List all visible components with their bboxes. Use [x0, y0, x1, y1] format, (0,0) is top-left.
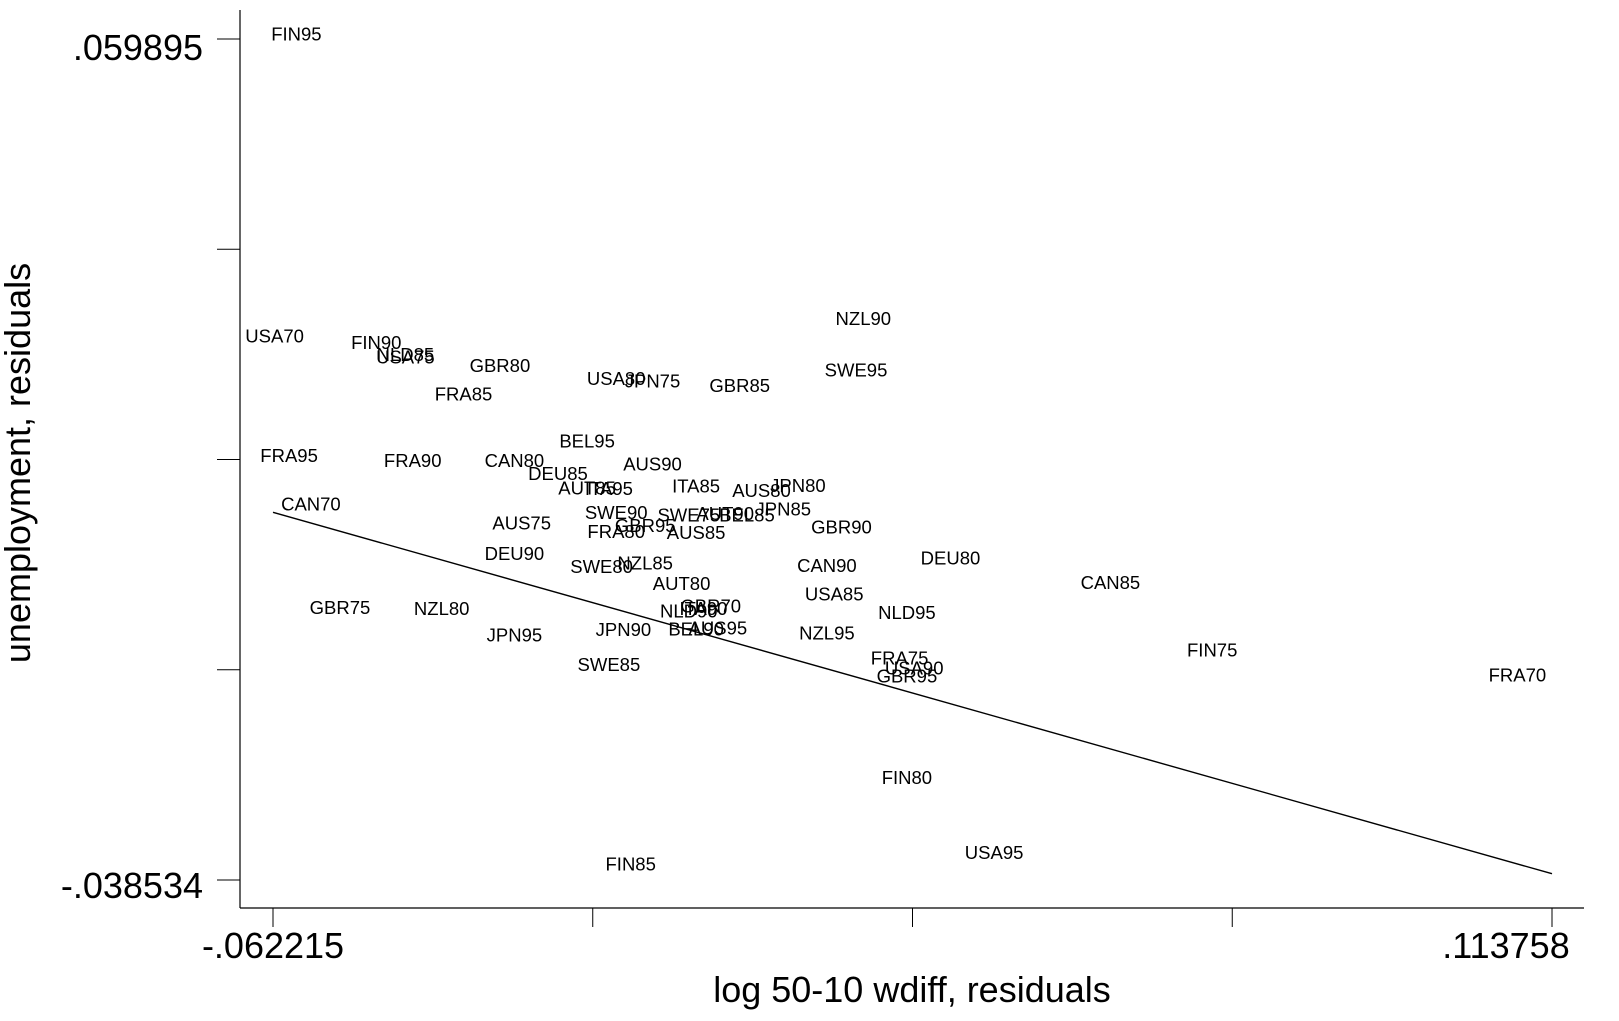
point-label: AUS80: [732, 480, 791, 501]
point-label: NLD90: [660, 600, 718, 621]
point-label: USA70: [245, 325, 304, 346]
point-label: ITA85: [672, 476, 720, 497]
point-label: FIN80: [882, 767, 932, 788]
point-label: GBR80: [470, 355, 531, 376]
point-label: ITA95: [585, 478, 633, 499]
x-tick-label-right: .113758: [1442, 925, 1569, 966]
point-label: AUS90: [623, 454, 682, 475]
point-label: FRA85: [435, 383, 493, 404]
point-label: USA80: [587, 368, 646, 389]
point-label: SWE75: [657, 505, 720, 526]
point-label: BEL85: [719, 505, 775, 526]
point-label: JPN80: [770, 475, 826, 496]
point-label: NZL80: [414, 598, 470, 619]
point-label: JPN95: [487, 624, 543, 645]
y-axis-ticks: [217, 38, 240, 881]
point-label: GBR70: [680, 595, 741, 616]
point-label: AUT80: [653, 573, 711, 594]
point-label: BEL95: [559, 430, 615, 451]
point-label: AUS75: [492, 512, 551, 533]
point-label: NZL85: [617, 553, 673, 574]
point-label: BEL90: [668, 618, 724, 639]
point-label: CAN90: [797, 555, 857, 576]
point-label: FRA90: [384, 450, 442, 471]
point-label: GBR90: [811, 517, 872, 538]
point-label: NLD85: [377, 344, 435, 365]
point-label: FIN90: [351, 332, 401, 353]
fit-line: [272, 511, 1553, 875]
point-label: FIN95: [271, 24, 321, 45]
point-label: AUT85: [558, 477, 616, 498]
point-label: JPN85: [756, 499, 812, 520]
point-label: GBR95: [615, 515, 676, 536]
point-label: USA75: [376, 347, 435, 368]
point-label: FRA80: [587, 521, 645, 542]
point-label: CAN70: [281, 494, 341, 515]
x-tick-label-left: -.062215: [202, 925, 344, 966]
point-label: NZL95: [799, 623, 855, 644]
y-axis-label: unemployment, residuals: [0, 263, 38, 663]
point-label: DEU80: [921, 547, 981, 568]
point-label: FRA75: [871, 647, 929, 668]
y-tick-label-top: .059895: [73, 27, 203, 68]
point-label: USA90: [885, 658, 944, 679]
point-label: FRA70: [1489, 665, 1547, 686]
point-label: CAN80: [485, 450, 545, 471]
point-label: FIN75: [1187, 640, 1237, 661]
point-label: AUS95: [689, 618, 748, 639]
point-label: AUS85: [667, 522, 726, 543]
point-label: FIN85: [606, 853, 656, 874]
point-label: USA85: [805, 583, 864, 604]
point-label: SWE95: [825, 360, 888, 381]
point-label: CAN85: [1081, 572, 1141, 593]
point-label: JPN90: [596, 619, 652, 640]
point-label: FRA95: [260, 445, 318, 466]
point-label: SWE85: [578, 654, 641, 675]
point-label: NZL90: [836, 308, 892, 329]
point-label: GBR75: [310, 597, 371, 618]
point-label: GBR85: [709, 375, 770, 396]
point-label: DEU85: [528, 463, 588, 484]
point-label: AUT90: [696, 503, 754, 524]
point-label: GBR95: [877, 665, 938, 686]
point-label: ITA90: [679, 598, 727, 619]
point-label: USA95: [965, 842, 1024, 863]
y-tick-label-bottom: -.038534: [61, 865, 203, 906]
x-axis-label: log 50-10 wdiff, residuals: [713, 969, 1111, 1010]
point-label: SWE80: [570, 556, 633, 577]
point-label: JPN75: [625, 371, 681, 392]
x-axis-ticks: [272, 908, 1553, 927]
point-label: DEU90: [485, 543, 545, 564]
point-label: NLD95: [878, 602, 936, 623]
point-label: SWE90: [585, 502, 648, 523]
